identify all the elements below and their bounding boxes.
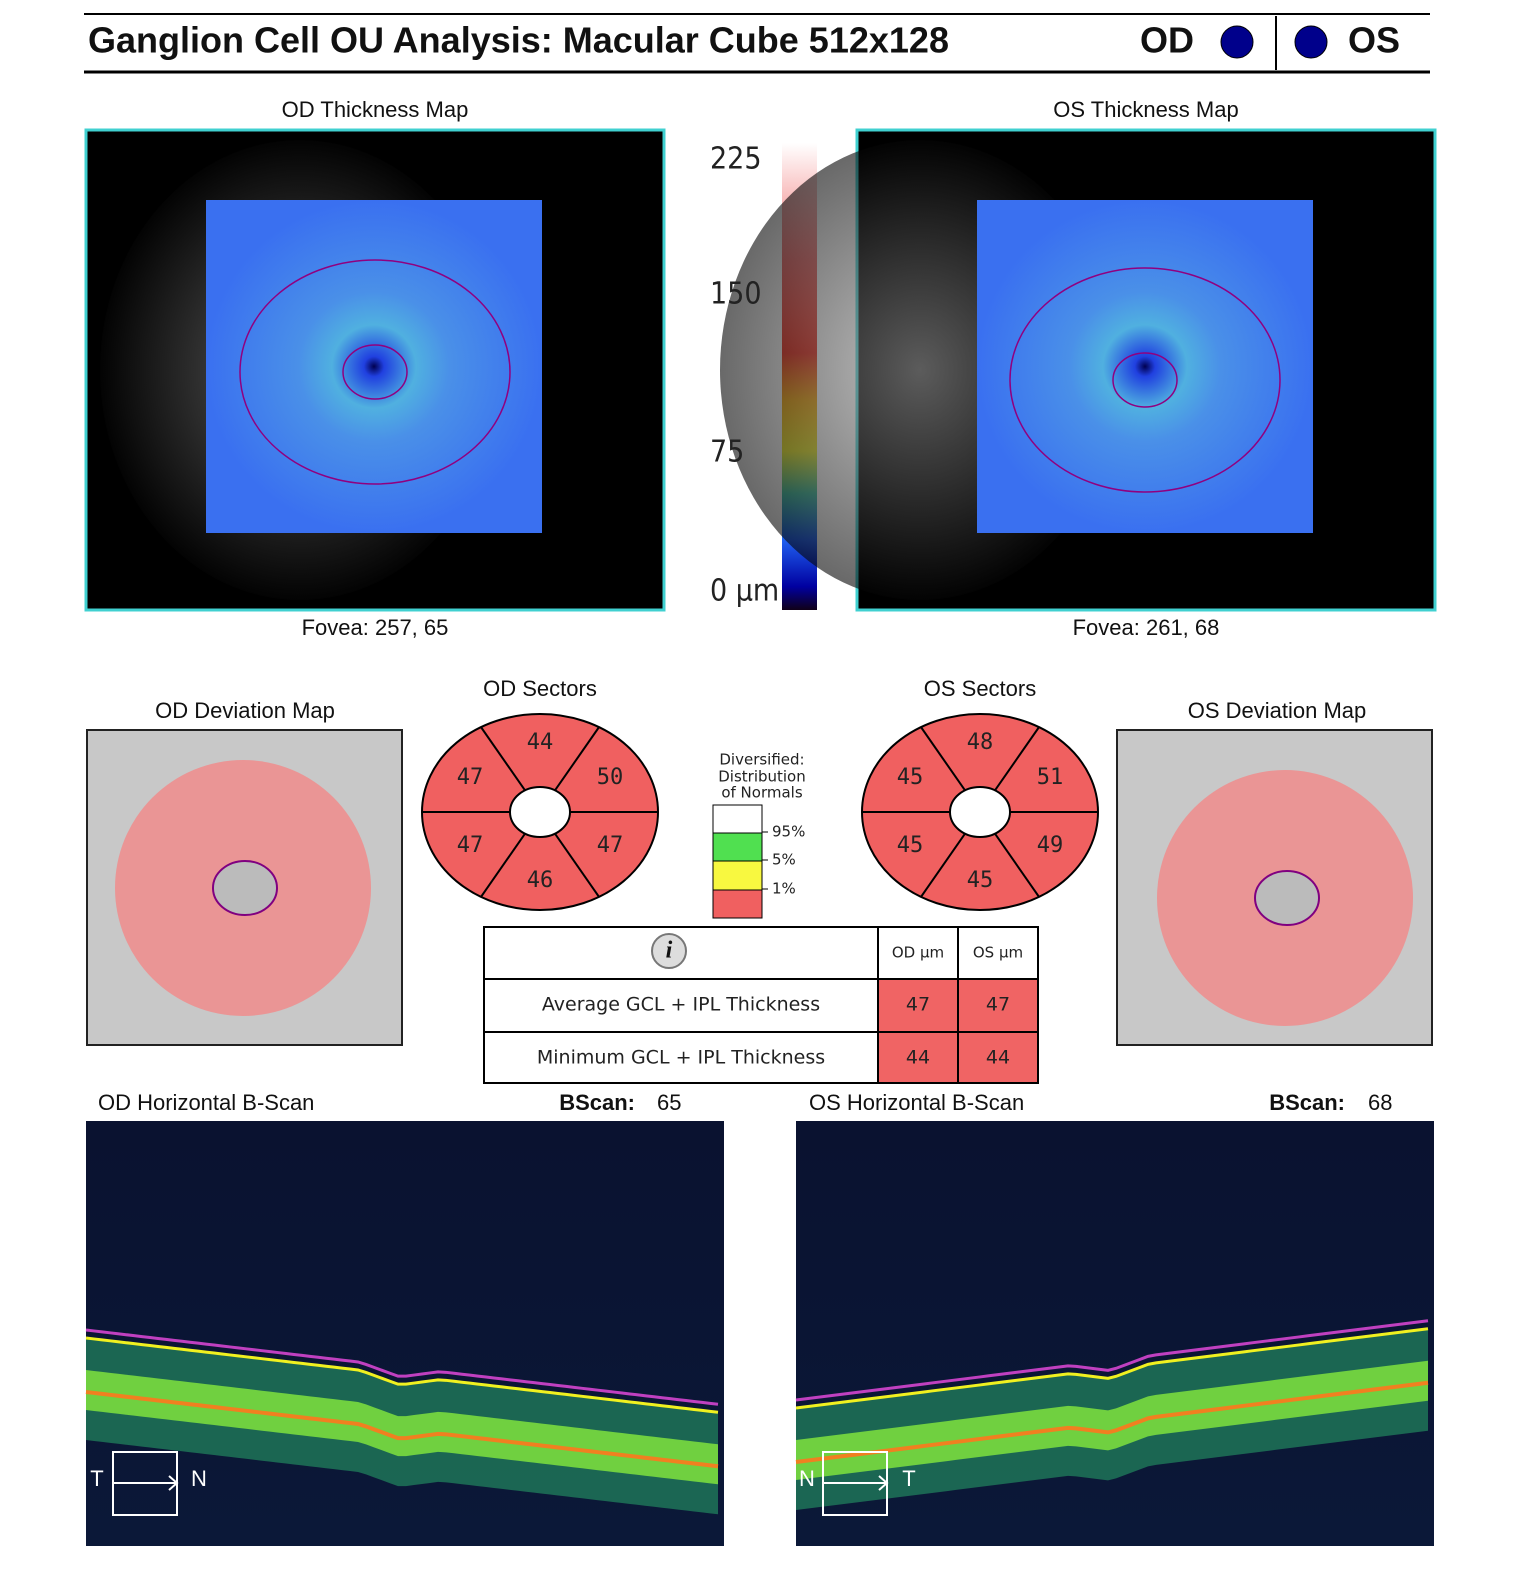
sector-value: 45 — [967, 868, 994, 893]
legend-swatch — [712, 832, 763, 862]
sector-title: OS Sectors — [924, 676, 1036, 701]
cell-value: 44 — [906, 1047, 930, 1069]
sector-value: 47 — [597, 833, 624, 858]
outer-ring — [239, 259, 511, 485]
map-title: OD Thickness Map — [282, 97, 469, 122]
sector-line — [480, 833, 526, 898]
gcl-line — [795, 1327, 1429, 1410]
rpe-line — [795, 1380, 1429, 1464]
row-label: Average GCL + IPL Thickness — [542, 994, 820, 1016]
cell-value: 47 — [986, 994, 1010, 1016]
info-glyph: i — [666, 938, 673, 964]
sector-value: 51 — [1037, 765, 1064, 790]
sector-hole — [949, 786, 1011, 838]
legend-label: 1% — [772, 880, 796, 898]
bscan-label: BScan: — [1269, 1090, 1345, 1115]
eye-dot — [1294, 25, 1328, 59]
table: i — [483, 926, 1039, 1084]
fovea-ring — [212, 860, 278, 916]
thickness-overlay — [206, 200, 542, 533]
legend-swatch — [712, 889, 763, 919]
cell-value: 44 — [986, 1047, 1010, 1069]
map-title: OS Thickness Map — [1053, 97, 1238, 122]
sector-line — [554, 726, 600, 791]
sector-value: 46 — [527, 868, 554, 893]
sector-value: 45 — [897, 765, 924, 790]
inner-ring — [342, 344, 408, 400]
scale-label: 0 µm — [710, 574, 779, 609]
bscan-label: BScan: — [559, 1090, 635, 1115]
sector-line — [994, 833, 1040, 898]
sector-value: 45 — [897, 833, 924, 858]
sector-value: 49 — [1037, 833, 1064, 858]
sector-line — [920, 833, 966, 898]
cell-value: 47 — [906, 994, 930, 1016]
legend-label: 5% — [772, 851, 796, 869]
eye-dot — [1220, 25, 1254, 59]
column-header: OD µm — [892, 944, 944, 962]
orientation-arrow — [168, 1475, 179, 1491]
sector-line — [994, 726, 1040, 791]
sector-value: 47 — [457, 833, 484, 858]
sector-value: 44 — [527, 730, 554, 755]
retina-band — [86, 1370, 718, 1485]
table-border — [483, 926, 1039, 1084]
map-title: OD Deviation Map — [155, 698, 335, 723]
gcl-line — [85, 1336, 719, 1414]
ilm-line — [85, 1328, 719, 1406]
eye-label: OD — [1140, 20, 1194, 61]
legend-label: 95% — [772, 823, 805, 841]
ilm-line — [795, 1319, 1429, 1402]
sector-value: 50 — [597, 765, 624, 790]
thickness-overlay — [977, 200, 1313, 533]
retina-band — [796, 1360, 1428, 1480]
sector-title: OD Sectors — [483, 676, 597, 701]
eye-label: OS — [1348, 20, 1400, 61]
fovea-label: Fovea: 261, 68 — [1073, 615, 1220, 640]
legend-title: of Normals — [721, 784, 802, 802]
bscan-title: OD Horizontal B-Scan — [98, 1090, 314, 1115]
info-icon[interactable] — [651, 933, 687, 969]
orientation-label: N — [799, 1466, 815, 1491]
orientation-label: T — [90, 1466, 103, 1491]
legend-title: Distribution — [718, 768, 806, 786]
orientation-arrow — [878, 1475, 889, 1491]
legend-swatch — [712, 860, 763, 891]
sector-value: 48 — [967, 730, 994, 755]
legend-title: Diversified: — [719, 751, 804, 769]
bscan-number: 65 — [657, 1090, 681, 1115]
sector-line — [920, 726, 966, 791]
fovea-ring — [1254, 870, 1320, 926]
orientation-label: N — [191, 1466, 207, 1491]
scale-label: 150 — [710, 277, 762, 312]
column-header: OS µm — [973, 944, 1023, 962]
sector-hole — [509, 786, 571, 838]
outer-ring — [1009, 267, 1281, 493]
orientation-label: T — [902, 1466, 915, 1491]
sector-line — [554, 833, 600, 898]
sector-line — [480, 726, 526, 791]
title: Ganglion Cell OU Analysis: Macular Cube … — [88, 20, 949, 61]
legend-swatch — [712, 804, 763, 834]
row-label: Minimum GCL + IPL Thickness — [537, 1047, 825, 1069]
scale-label: 75 — [710, 435, 744, 470]
inner-ring — [1112, 352, 1178, 408]
bscan-title: OS Horizontal B-Scan — [809, 1090, 1024, 1115]
map-title: OS Deviation Map — [1188, 698, 1367, 723]
fovea-label: Fovea: 257, 65 — [302, 615, 449, 640]
sector-value: 47 — [457, 765, 484, 790]
rpe-line — [85, 1390, 719, 1469]
bscan-number: 68 — [1368, 1090, 1392, 1115]
scale-label: 225 — [710, 142, 762, 177]
